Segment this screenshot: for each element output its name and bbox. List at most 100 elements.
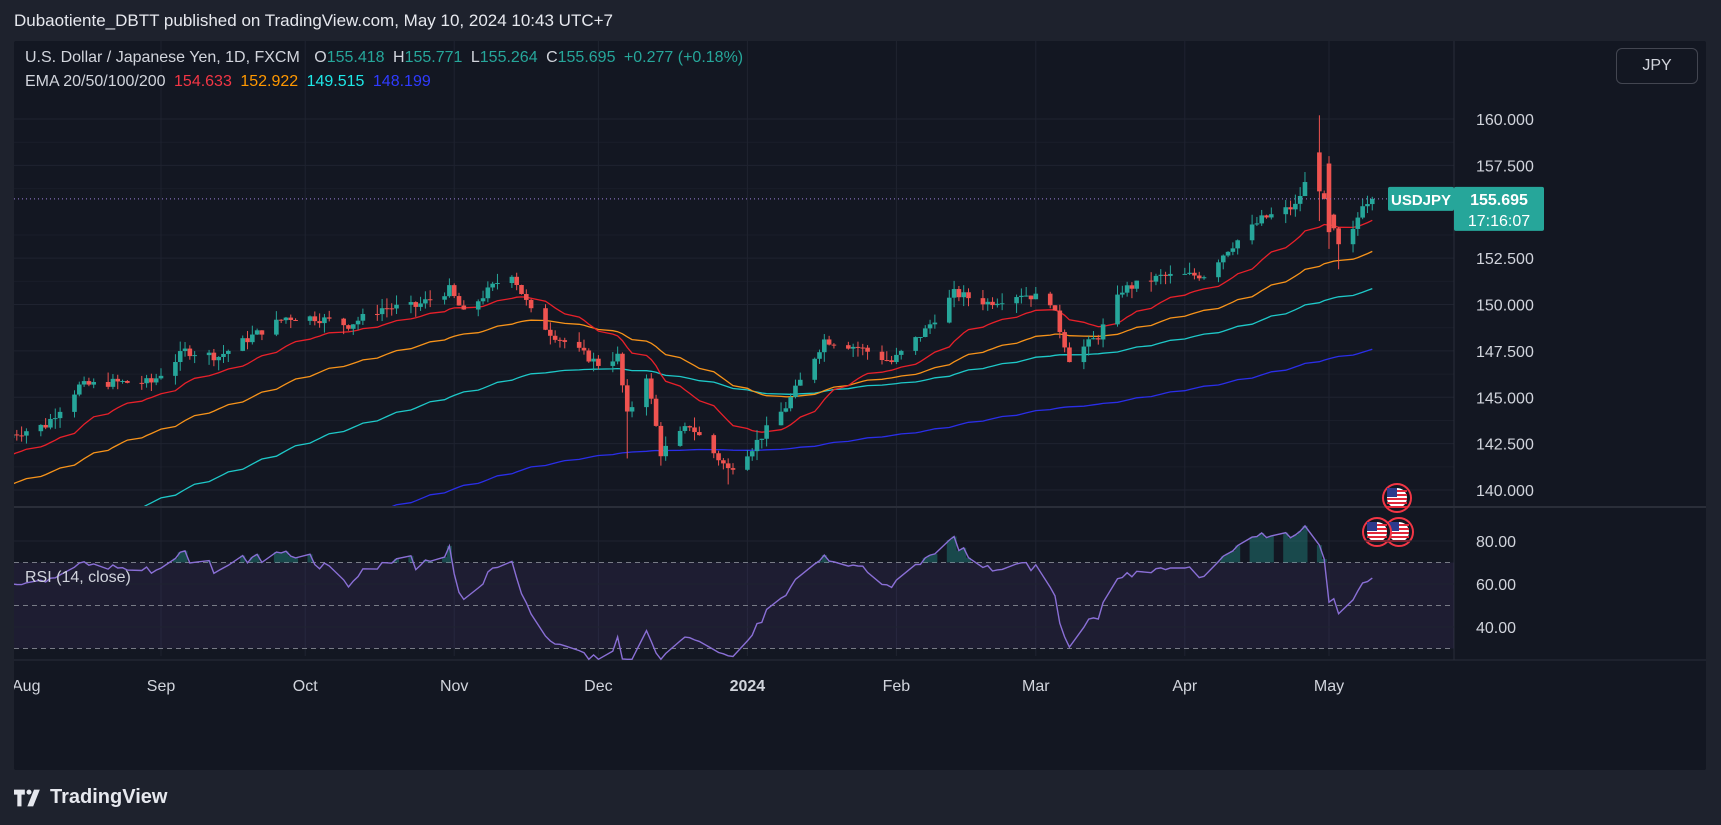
ema50-value: 152.922 xyxy=(240,73,299,90)
candle-body xyxy=(240,338,246,351)
candle-body xyxy=(52,418,58,420)
candle-body xyxy=(211,352,217,361)
candle-body xyxy=(149,378,154,383)
candle-body xyxy=(1249,224,1255,241)
candle-body xyxy=(1168,273,1173,276)
candle-body xyxy=(1028,295,1034,300)
price-tick-label: 150.000 xyxy=(1476,298,1534,315)
candle-body xyxy=(1331,214,1337,229)
candle-body xyxy=(826,339,832,345)
candle-body xyxy=(1067,347,1072,363)
candle-body xyxy=(283,317,289,321)
candle-body xyxy=(855,346,861,348)
candle-body xyxy=(797,379,803,386)
chart-frame[interactable]: 160.000 157.500 152.500 150.000 147.500 145.0… xyxy=(14,41,1706,770)
candle-body xyxy=(374,313,380,315)
candle-body xyxy=(730,468,736,470)
candle-body xyxy=(461,305,467,310)
time-tick-label: Sep xyxy=(147,678,176,695)
currency-button[interactable]: JPY xyxy=(1616,48,1698,84)
candle-body xyxy=(658,425,664,457)
price-tick-label: 160.000 xyxy=(1476,112,1534,129)
candle-body xyxy=(24,431,29,436)
candle-body xyxy=(793,385,798,397)
candle-body xyxy=(187,348,193,357)
candle-body xyxy=(1365,204,1370,207)
candle-body xyxy=(1023,295,1029,297)
candle-body xyxy=(312,316,318,322)
candle-body xyxy=(38,424,44,432)
tradingview-brand: TradingView xyxy=(50,786,168,808)
candle-body xyxy=(1283,207,1289,215)
candle-body xyxy=(317,321,322,324)
candle-body xyxy=(682,426,688,431)
candle-body xyxy=(1052,305,1058,311)
candle-body xyxy=(759,438,765,440)
candle-body xyxy=(543,308,548,330)
candle-body xyxy=(360,313,366,321)
candle-body xyxy=(105,381,111,387)
candle-body xyxy=(509,276,515,284)
candle-body xyxy=(615,353,620,362)
publisher-header: Dubaotiente_DBTT published on TradingVie… xyxy=(14,11,613,30)
candle-body xyxy=(894,354,899,363)
candle-body xyxy=(139,382,145,384)
candle-body xyxy=(721,460,726,464)
us-flag-event-icon[interactable] xyxy=(1384,517,1414,547)
candle-body xyxy=(447,285,452,297)
ema100-value: 149.515 xyxy=(306,73,365,90)
candle-body xyxy=(951,289,957,298)
candle-body xyxy=(1124,285,1130,293)
candle-body xyxy=(778,411,784,426)
ohlc-legend: U.S. Dollar / Japanese Yen, 1D, FXCM O15… xyxy=(25,49,747,67)
candle-body xyxy=(846,345,851,349)
candle-body xyxy=(788,396,793,409)
candle-body xyxy=(980,298,986,305)
candle-body xyxy=(783,408,789,412)
candle-body xyxy=(1086,339,1091,347)
legend-high: 155.771 xyxy=(404,49,463,66)
candle-body xyxy=(259,330,265,335)
candle-body xyxy=(1091,338,1096,340)
candle-body xyxy=(850,346,856,349)
price-chart[interactable]: 160.000 157.500 152.500 150.000 147.500 145.0… xyxy=(14,41,1706,770)
candle-body xyxy=(697,432,702,436)
candle-body xyxy=(653,398,659,426)
candle-body xyxy=(519,285,524,295)
candle-body xyxy=(307,316,313,321)
candle-body xyxy=(14,434,20,436)
candle-body xyxy=(1350,228,1356,245)
tradingview-footer[interactable]: TradingView xyxy=(14,786,167,809)
price-tick-label: 147.500 xyxy=(1476,344,1534,361)
candle-body xyxy=(254,330,260,335)
candle-body xyxy=(1360,206,1365,218)
candle-body xyxy=(91,381,97,385)
candle-body xyxy=(81,381,87,385)
candle-body xyxy=(1187,272,1192,274)
candle-body xyxy=(48,418,53,428)
candle-body xyxy=(125,380,130,383)
candle-body xyxy=(115,378,121,382)
candle-body xyxy=(1254,223,1260,225)
candle-body xyxy=(1326,163,1332,233)
time-tick-label: Aug xyxy=(14,678,40,695)
candle-body xyxy=(586,350,592,362)
candle-body xyxy=(182,348,188,352)
legend-close-label: C xyxy=(546,49,558,66)
candle-body xyxy=(495,283,500,285)
ema20-value: 154.633 xyxy=(174,73,232,90)
candle-body xyxy=(913,337,918,351)
legend-open-label: O xyxy=(314,49,327,66)
us-flag-event-icon[interactable] xyxy=(1362,517,1392,547)
candle-body xyxy=(1153,275,1159,282)
candle-body xyxy=(879,351,885,361)
candle-body xyxy=(745,456,750,470)
candle-body xyxy=(557,339,563,341)
candle-body xyxy=(177,351,183,363)
us-flag-event-icon[interactable] xyxy=(1382,483,1412,513)
candle-body xyxy=(1355,217,1361,229)
candle-body xyxy=(1100,324,1106,340)
candle-body xyxy=(451,285,457,297)
candle-body xyxy=(355,320,361,325)
candle-body xyxy=(413,302,419,307)
